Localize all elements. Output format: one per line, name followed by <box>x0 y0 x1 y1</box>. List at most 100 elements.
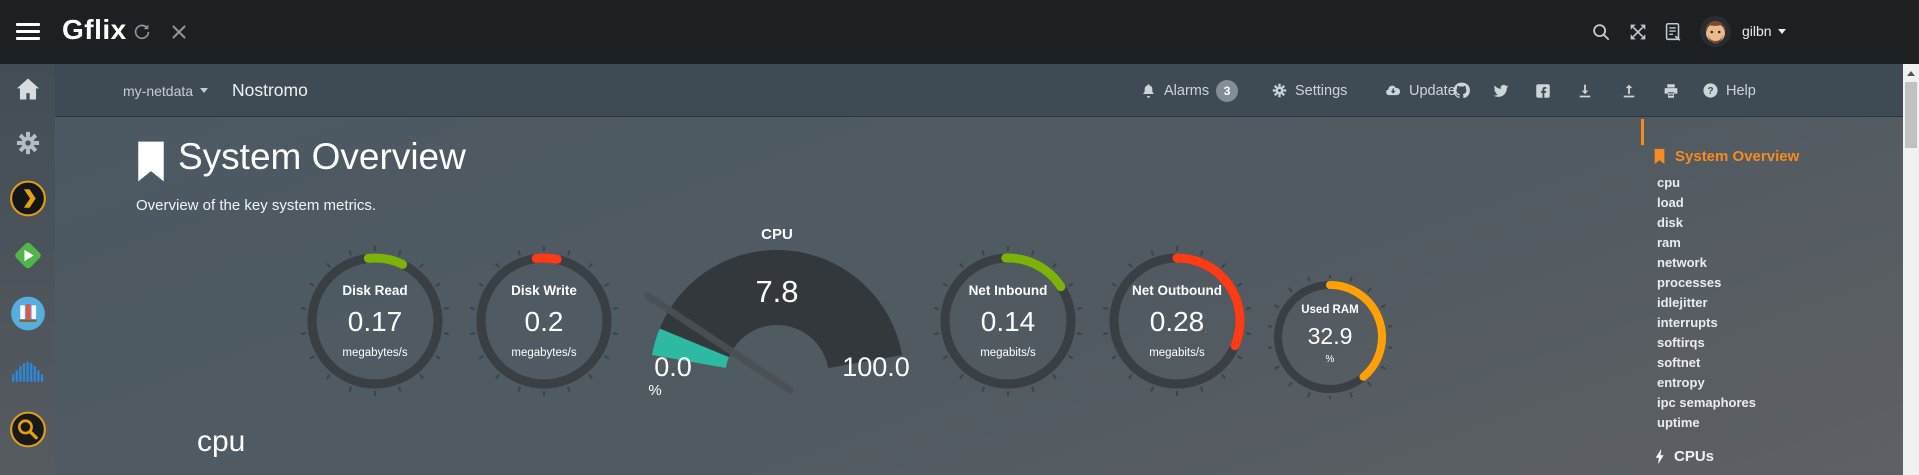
gauge-value: 32.9 <box>1307 323 1353 349</box>
print-button[interactable] <box>1662 64 1680 117</box>
rightnav-item-softnet[interactable]: softnet <box>1657 355 1701 370</box>
username: gilbn <box>1742 23 1772 39</box>
help-label: Help <box>1726 82 1756 99</box>
avatar-image <box>1700 16 1731 47</box>
rightnav-item-ipc-semaphores[interactable]: ipc semaphores <box>1657 395 1756 410</box>
alarms-button[interactable]: Alarms 3 <box>1140 64 1239 117</box>
gauge-disk-read[interactable]: Disk Read 0.17 megabytes/s <box>300 246 450 396</box>
right-nav: System Overview cpu load disk ram network pro… <box>1640 117 1902 475</box>
page-title: System Overview <box>178 136 466 177</box>
help-button[interactable]: ? Help <box>1702 64 1756 117</box>
rightnav-active-label: System Overview <box>1675 148 1800 165</box>
rightnav-item-cpus[interactable]: CPUs <box>1654 448 1714 465</box>
alarms-label: Alarms <box>1164 82 1210 99</box>
app-brand[interactable]: Gflix <box>62 14 127 45</box>
settings-gear-icon[interactable] <box>14 129 42 157</box>
gauge-value: 0.28 <box>1149 306 1205 337</box>
section-heading-cpu: cpu <box>197 425 246 458</box>
github-icon <box>1453 82 1470 99</box>
rightnav-item-network[interactable]: network <box>1657 255 1707 270</box>
cpu-gauge-max: 100.0 <box>842 352 910 382</box>
rightnav-item-cpu[interactable]: cpu <box>1657 175 1681 190</box>
cloud-download-icon <box>1386 85 1401 96</box>
gauge-value: 0.2 <box>524 306 564 337</box>
audio-waveform-icon[interactable] <box>11 360 45 384</box>
emby-icon[interactable] <box>9 237 46 274</box>
facebook-button[interactable] <box>1534 64 1552 117</box>
rightnav-item-processes[interactable]: processes <box>1657 275 1722 290</box>
twitter-button[interactable] <box>1492 64 1510 117</box>
app-sidebar <box>0 64 55 475</box>
rightnav-item-list: cpu load disk ram network processes idlejitter… <box>1657 173 1756 433</box>
bell-icon <box>1143 84 1154 98</box>
lightning-bolt-icon <box>1655 448 1664 465</box>
server-dropdown[interactable]: my-netdata <box>123 64 209 117</box>
upload-icon <box>1623 84 1635 97</box>
gauge-units: megabits/s <box>980 347 1036 359</box>
gauge-cpu[interactable] <box>625 235 929 415</box>
top-bar: Gflix gilbn <box>0 0 1919 64</box>
page-subtitle: Overview of the key system metrics. <box>136 197 377 214</box>
scrollbar-up-arrow[interactable] <box>1907 71 1915 76</box>
scrollbar-thumb[interactable] <box>1905 82 1917 148</box>
search-icon[interactable] <box>1590 21 1612 43</box>
svg-text:?: ? <box>1707 86 1713 97</box>
rightnav-item-entropy[interactable]: entropy <box>1657 375 1705 390</box>
server-dropdown-label: my-netdata <box>123 82 194 99</box>
upload-button[interactable] <box>1620 64 1638 117</box>
question-circle-icon: ? <box>1703 83 1718 98</box>
gauge-used-ram[interactable]: Used RAM 32.9 % <box>1268 275 1392 399</box>
rightnav-item-softirqs[interactable]: softirqs <box>1657 335 1705 350</box>
cpu-gauge-title: CPU <box>761 226 793 243</box>
gauge-title: Used RAM <box>1301 304 1359 316</box>
github-button[interactable] <box>1452 64 1471 117</box>
rightnav-item-load[interactable]: load <box>1657 195 1684 210</box>
gauge-disk-write[interactable]: Disk Write 0.2 megabytes/s <box>469 246 619 396</box>
bookmark-icon <box>1654 148 1665 165</box>
home-icon[interactable] <box>14 75 42 103</box>
rightnav-item-system-overview[interactable]: System Overview <box>1653 148 1799 165</box>
fullscreen-expand-icon[interactable] <box>1627 21 1649 43</box>
page-scrollbar[interactable] <box>1903 64 1919 475</box>
gear-icon <box>1272 83 1287 98</box>
download-icon <box>1579 84 1591 97</box>
cpu-gauge-units: % <box>648 382 662 399</box>
rightnav-item-ram[interactable]: ram <box>1657 235 1681 250</box>
download-button[interactable] <box>1576 64 1594 117</box>
dashboard-canvas <box>55 117 1903 475</box>
chevron-down-icon <box>200 88 209 93</box>
gauge-net-outbound[interactable]: Net Outbound 0.28 megabits/s <box>1102 246 1252 396</box>
rightnav-item-interrupts[interactable]: interrupts <box>1657 315 1718 330</box>
gauge-title: Net Inbound <box>968 283 1048 298</box>
cpu-gauge-min: 0.0 <box>654 352 692 382</box>
facebook-icon <box>1536 83 1550 98</box>
settings-button[interactable]: Settings <box>1271 64 1347 117</box>
rightnav-item-uptime[interactable]: uptime <box>1657 415 1700 430</box>
gauge-net-inbound[interactable]: Net Inbound 0.14 megabits/s <box>933 246 1083 396</box>
printer-icon <box>1664 83 1678 98</box>
alarms-count-badge: 3 <box>1216 79 1239 102</box>
gauge-title: Disk Read <box>342 283 408 298</box>
indexer-search-icon[interactable] <box>9 411 46 448</box>
settings-label: Settings <box>1295 82 1348 99</box>
cpu-gauge-value: 7.8 <box>755 274 799 309</box>
gauge-title: Disk Write <box>511 283 577 298</box>
gauge-units: megabytes/s <box>342 347 408 359</box>
rightnav-item-idlejitter[interactable]: idlejitter <box>1657 295 1708 310</box>
update-button[interactable]: Update <box>1383 64 1456 117</box>
avatar[interactable] <box>1700 16 1731 47</box>
hostname: Nostromo <box>232 80 308 100</box>
active-section-indicator <box>1641 119 1644 145</box>
gauge-units: megabits/s <box>1149 347 1205 359</box>
gauge-value: 0.17 <box>347 306 403 337</box>
twitter-icon <box>1493 84 1509 97</box>
rightnav-item-disk[interactable]: disk <box>1657 215 1684 230</box>
docs-book-icon[interactable] <box>1662 21 1684 43</box>
plex-icon[interactable] <box>9 180 46 217</box>
library-books-icon[interactable] <box>9 295 46 332</box>
update-label: Update <box>1409 82 1456 99</box>
user-menu[interactable]: gilbn <box>1742 23 1786 39</box>
close-icon[interactable] <box>168 21 190 43</box>
refresh-icon[interactable] <box>131 21 153 43</box>
hamburger-menu-icon[interactable] <box>16 23 40 41</box>
